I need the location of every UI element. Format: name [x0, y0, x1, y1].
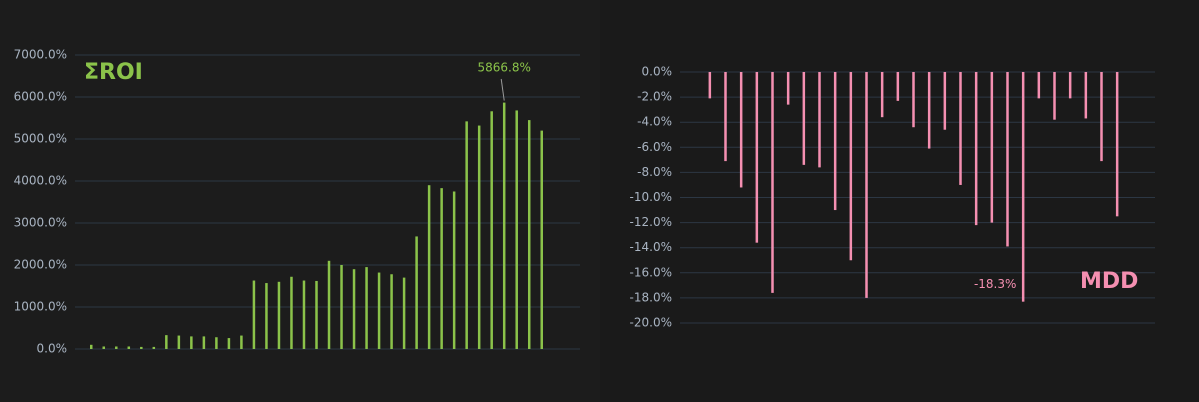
- bar: [502, 102, 506, 350]
- bar: [465, 121, 468, 349]
- bar: [102, 346, 106, 349]
- y-tick-label: -4.0%: [637, 115, 672, 129]
- bar: [240, 335, 243, 349]
- bar: [202, 336, 206, 349]
- bar: [1021, 72, 1025, 302]
- bar: [896, 72, 900, 101]
- bar: [140, 346, 143, 349]
- bar: [215, 337, 218, 349]
- bar: [290, 276, 293, 349]
- bar: [127, 346, 131, 349]
- bar: [1037, 72, 1041, 99]
- y-tick-label: 3000.0%: [14, 216, 67, 230]
- bar: [315, 280, 318, 349]
- y-tick-label: -16.0%: [630, 265, 672, 279]
- bar: [115, 346, 118, 349]
- bar: [912, 72, 915, 128]
- bar: [252, 280, 256, 349]
- y-tick-label: 0.0%: [642, 65, 673, 79]
- y-tick-label: 6000.0%: [14, 90, 67, 104]
- bar: [943, 72, 947, 130]
- bar: [390, 274, 393, 349]
- y-tick-label: 4000.0%: [14, 174, 67, 188]
- y-tick-label: 7000.0%: [14, 48, 67, 62]
- y-tick-label: -8.0%: [637, 165, 672, 179]
- bar: [880, 72, 884, 118]
- bar: [771, 72, 774, 293]
- y-tick-label: -14.0%: [630, 240, 672, 254]
- y-tick-label: -20.0%: [630, 316, 672, 330]
- bar: [352, 269, 356, 349]
- bar: [490, 111, 493, 349]
- y-tick-label: 5000.0%: [14, 132, 67, 146]
- bar: [1100, 72, 1103, 162]
- bar: [708, 72, 712, 99]
- bar: [365, 267, 368, 349]
- bar: [440, 188, 443, 349]
- bar: [739, 72, 743, 188]
- bar: [974, 72, 978, 226]
- bar: [452, 191, 456, 349]
- bar: [724, 72, 727, 162]
- y-tick-label: -12.0%: [630, 215, 672, 229]
- bar: [1084, 72, 1088, 119]
- chart-title: MDD: [1080, 269, 1138, 294]
- bar: [849, 72, 853, 261]
- bar: [802, 72, 806, 165]
- bar: [165, 335, 168, 349]
- y-tick-label: 0.0%: [37, 342, 68, 356]
- bar: [277, 281, 281, 349]
- bar: [340, 265, 343, 349]
- y-tick-label: -10.0%: [630, 190, 672, 204]
- y-tick-label: 1000.0%: [14, 300, 67, 314]
- annotation-leader: [500, 78, 505, 101]
- left-panel: [0, 0, 600, 402]
- bar: [990, 72, 994, 223]
- bar: [1068, 72, 1072, 99]
- chart-title: ΣROI: [84, 60, 143, 85]
- bar: [327, 260, 331, 349]
- bar: [927, 72, 931, 149]
- bar: [786, 72, 790, 105]
- bar: [755, 72, 759, 243]
- bar: [227, 338, 231, 349]
- bar: [1006, 72, 1009, 247]
- bar: [818, 72, 821, 168]
- bar: [427, 185, 431, 349]
- bar: [265, 283, 268, 349]
- bar: [377, 272, 381, 349]
- y-tick-label: 2000.0%: [14, 258, 67, 272]
- bar: [515, 110, 518, 349]
- annotation: -18.3%: [974, 277, 1016, 291]
- bar: [959, 72, 962, 185]
- bar: [477, 125, 481, 349]
- y-tick-label: -2.0%: [637, 90, 672, 104]
- annotation: 5866.8%: [478, 61, 531, 75]
- bar: [415, 236, 418, 349]
- y-tick-label: -18.0%: [630, 290, 672, 304]
- bar: [152, 346, 156, 349]
- bar: [527, 120, 531, 349]
- bar: [540, 130, 543, 349]
- y-tick-label: -6.0%: [637, 140, 672, 154]
- bar: [1115, 72, 1119, 217]
- bar: [190, 336, 193, 349]
- bar: [177, 335, 181, 349]
- bar: [402, 277, 406, 349]
- bar: [833, 72, 837, 211]
- bar: [90, 344, 93, 349]
- bar: [865, 72, 868, 298]
- right-panel: [600, 0, 1199, 402]
- bar: [1053, 72, 1056, 120]
- bar: [302, 280, 306, 349]
